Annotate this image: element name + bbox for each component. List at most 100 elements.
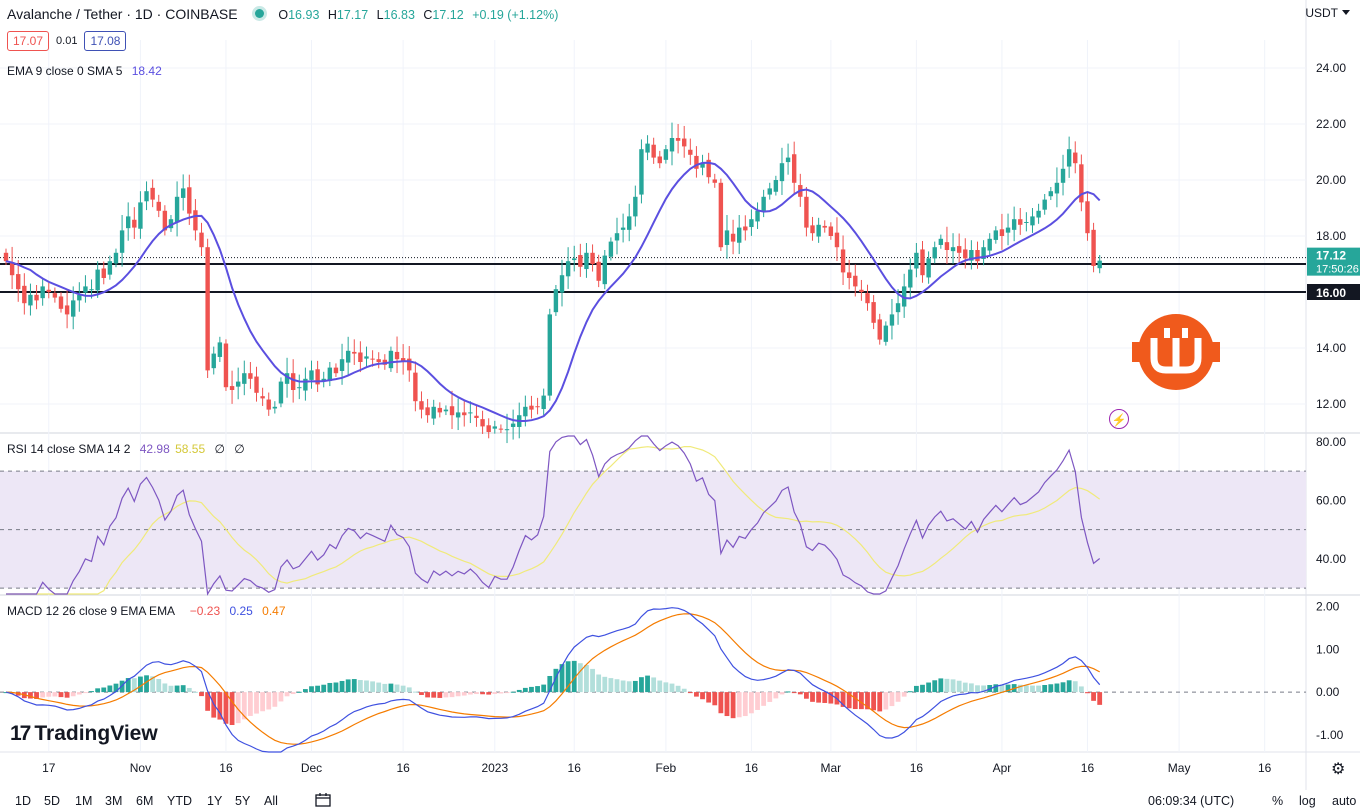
range-5d[interactable]: 5D (44, 794, 60, 808)
macd-hist-bar (981, 685, 986, 693)
macd-hist-bar (254, 692, 259, 714)
macd-hist-bar (504, 692, 510, 694)
macd-hist-bar (138, 676, 143, 693)
candle-body (1097, 260, 1102, 269)
candle-body (193, 210, 198, 231)
candle-body (865, 293, 870, 304)
range-1y[interactable]: 1Y (207, 794, 223, 808)
candle-body (816, 224, 821, 237)
buy-button[interactable]: 17.08 (84, 31, 127, 51)
candle-body (138, 202, 143, 229)
candle-body (126, 216, 131, 229)
macd-hist-bar (749, 692, 754, 714)
macd-hist-bar (810, 692, 815, 702)
candle-body (950, 247, 956, 252)
macd-hist-bar (675, 685, 681, 693)
macd-hist-bar (608, 678, 614, 693)
candle-body (1011, 219, 1017, 230)
macd-hist-bar (620, 680, 626, 693)
candle-body (144, 191, 149, 202)
macd-hist-bar (816, 692, 822, 703)
price-tick-label: 12.00 (1316, 397, 1346, 411)
auto-scale-toggle[interactable]: auto (1332, 794, 1357, 808)
time-tick-label: Mar (821, 761, 842, 775)
macd-hist-bar (229, 692, 235, 726)
flash-icon[interactable]: ⚡ (1109, 409, 1129, 429)
currency-dropdown[interactable]: USDT (1305, 6, 1350, 20)
last-price-label-bg (1307, 247, 1360, 276)
macd-hist-bar (28, 692, 33, 699)
candle-body (510, 423, 516, 427)
level-16-label: 16.00 (1316, 286, 1346, 300)
macd-hist-bar (535, 686, 540, 693)
calendar-range-icon[interactable] (315, 793, 331, 807)
candle-body (71, 300, 76, 317)
macd-hist-bar (755, 692, 760, 710)
range-5y[interactable]: 5Y (235, 794, 251, 808)
macd-hist-bar (1048, 684, 1054, 693)
ohlc-values: O16.93 H17.17 L16.83 C17.12 +0.19 (+1.12… (278, 8, 559, 22)
macd-hist-bar (584, 665, 589, 693)
macd-hist-bar (339, 680, 345, 693)
macd-hist-bar (34, 692, 39, 699)
macd-hist-bar (388, 683, 394, 693)
macd-hist-bar (614, 679, 620, 693)
macd-hist-bar (241, 692, 247, 720)
range-3m[interactable]: 3M (105, 794, 123, 808)
candle-body (309, 370, 314, 380)
level-16-label-bg (1307, 284, 1360, 300)
range-6m[interactable]: 6M (136, 794, 154, 808)
candle-body (1073, 152, 1078, 164)
candle-body (822, 225, 827, 228)
macd-legend[interactable]: MACD 12 26 close 9 EMA EMA −0.23 0.25 0.… (7, 604, 286, 618)
ema-legend[interactable]: EMA 9 close 0 SMA 5 18.42 (7, 64, 162, 78)
time-tick-label: Dec (301, 761, 322, 775)
price-tick-label: 22.00 (1316, 117, 1346, 131)
candle-body (229, 386, 235, 390)
macd-hist-bar (938, 678, 944, 693)
candle-body (290, 373, 296, 390)
rsi-legend[interactable]: RSI 14 close SMA 14 2 42.98 58.55 ∅ ∅ (7, 442, 245, 456)
candle-body (113, 252, 119, 264)
macd-hist-bar (1091, 692, 1096, 701)
candle-body (498, 428, 504, 430)
candle-body (407, 358, 412, 371)
tradingview-logo[interactable]: 17 TradingView (10, 722, 158, 745)
sell-button[interactable]: 17.07 (7, 31, 50, 51)
macd-hist-bar (150, 676, 156, 693)
macd-hist-bar (767, 692, 773, 702)
log-scale-toggle[interactable]: log (1299, 794, 1316, 808)
macd-hist-bar (498, 692, 504, 694)
macd-hist-bar (278, 692, 284, 702)
candle-body (364, 356, 369, 359)
macd-histogram (3, 660, 1103, 726)
macd-hist-bar (443, 692, 449, 698)
percent-scale-toggle[interactable]: % (1272, 794, 1284, 808)
range-1m[interactable]: 1M (75, 794, 93, 808)
macd-tick-label: 2.00 (1316, 600, 1340, 614)
time-tick-label: 16 (568, 761, 582, 775)
macd-hist-bar (553, 668, 559, 693)
candle-body (889, 314, 895, 326)
macd-hist-bar (260, 692, 266, 712)
macd-hist-bar (913, 685, 919, 693)
range-all[interactable]: All (264, 794, 278, 808)
candle-body (877, 319, 882, 340)
candle-body (901, 286, 907, 307)
candle-body (315, 369, 320, 385)
candle-body (724, 230, 730, 245)
range-1d[interactable]: 1D (15, 794, 31, 808)
candle-body (749, 219, 754, 228)
macd-signal-value: 0.47 (262, 604, 286, 618)
candle-body (1030, 216, 1035, 226)
utc-clock[interactable]: 06:09:34 (UTC) (1148, 794, 1235, 808)
macd-hist-bar (932, 680, 938, 693)
candle-body (345, 350, 351, 363)
settings-gear-icon[interactable]: ⚙ (1331, 761, 1346, 778)
symbol-title[interactable]: Avalanche / Tether · 1D · COINBASE (7, 6, 238, 22)
range-ytd[interactable]: YTD (167, 794, 192, 808)
candle-body (303, 378, 308, 391)
macd-hist-bar (797, 692, 803, 695)
macd-hist-bar (571, 660, 577, 693)
